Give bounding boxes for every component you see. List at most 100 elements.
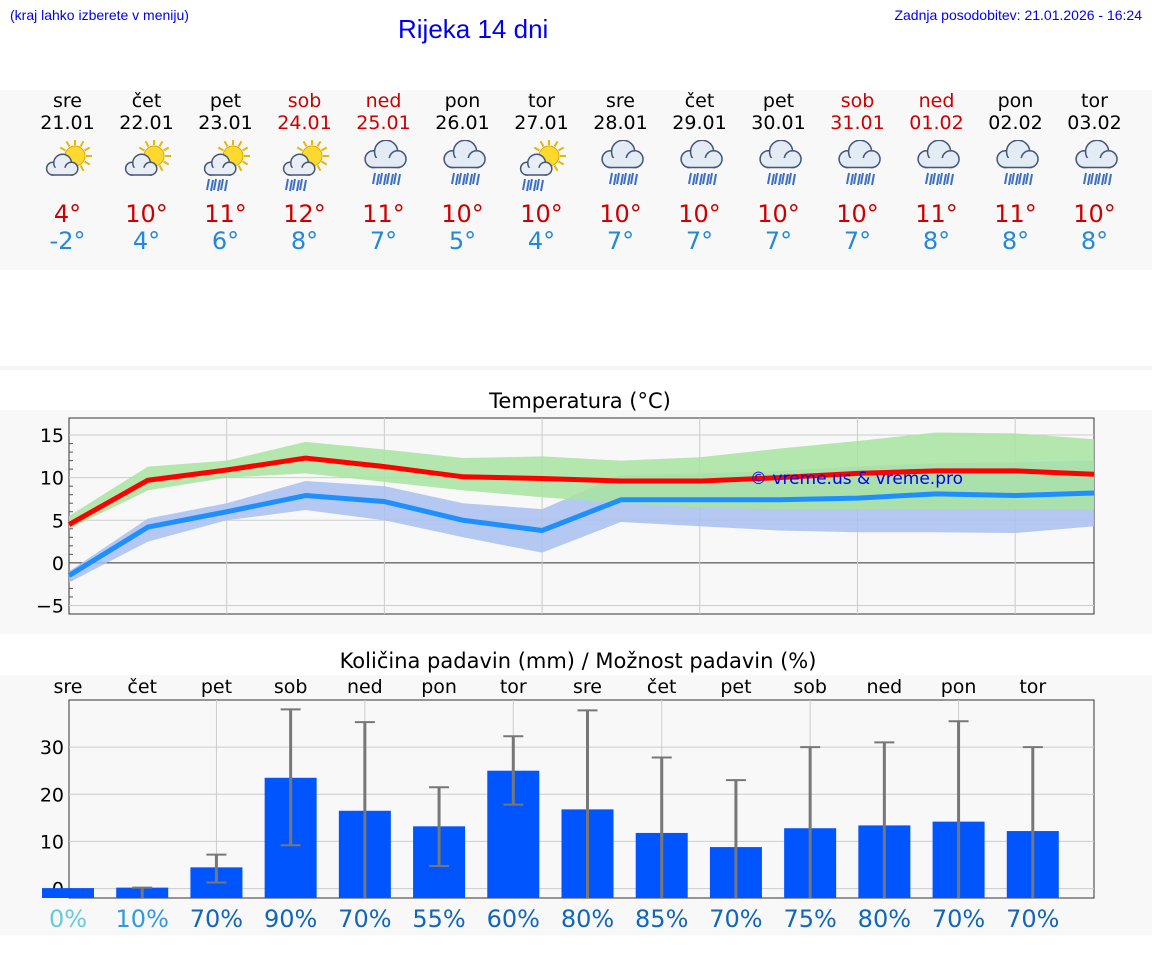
precip-chance-label: 90% [264, 905, 317, 933]
day-tick-label: pet [201, 676, 232, 698]
precip-chance-label: 10% [116, 905, 169, 933]
min-temp: 7° [843, 227, 872, 255]
min-temp: 7° [685, 227, 714, 255]
day-name: pon [444, 90, 481, 112]
min-temp: 8° [1001, 227, 1030, 255]
max-temp: 12° [283, 200, 326, 228]
day-name: pet [762, 90, 795, 112]
precip-chance-label: 70% [932, 905, 985, 933]
day-name: tor [528, 90, 555, 112]
day-tick-label: čet [127, 676, 157, 698]
max-temp: 10° [520, 200, 563, 228]
precip-chance-label: 80% [858, 905, 911, 933]
y-tick-label: 10 [40, 831, 64, 853]
day-name: čet [684, 90, 715, 112]
precip-chance-label: 85% [635, 905, 688, 933]
day-tick-label: ned [866, 676, 902, 698]
day-tick-label: sob [793, 676, 827, 698]
day-name: sob [840, 90, 875, 112]
day-date: 28.01 [593, 112, 648, 134]
precip-chance-label: 75% [783, 905, 836, 933]
forecast-strip: sre 21.01 4° -2° čet 22.01 10° 4° pet 23.01 11° 6° s… [0, 90, 1152, 270]
precip-chance-label: 60% [487, 905, 540, 933]
max-temp: 4° [53, 200, 82, 228]
location-hint: (kraj lahko izberete v meniju) [10, 7, 189, 23]
precip-chance-label: 55% [412, 905, 465, 933]
min-temp: 7° [764, 227, 793, 255]
day-name: sob [287, 90, 322, 112]
day-name: sre [606, 90, 635, 112]
max-temp: 11° [204, 200, 247, 228]
day-date: 26.01 [435, 112, 490, 134]
day-tick-label: ned [347, 676, 383, 698]
precip-chance-label: 70% [709, 905, 762, 933]
max-temp: 10° [125, 200, 168, 228]
min-temp: 7° [369, 227, 398, 255]
day-date: 02.02 [988, 112, 1043, 134]
day-name: sre [53, 90, 82, 112]
cloud-rain-icon [758, 140, 802, 186]
day-date: 25.01 [356, 112, 411, 134]
cloud-rain-icon [363, 140, 407, 186]
y-tick-label: 0 [52, 553, 64, 575]
last-update: Zadnja posodobitev: 21.01.2026 - 16:24 [894, 7, 1142, 23]
cloud-rain-icon [679, 140, 723, 186]
precip-chance-label: 80% [561, 905, 614, 933]
min-temp: 7° [606, 227, 635, 255]
day-date: 27.01 [514, 112, 569, 134]
precip-chance-label: 70% [338, 905, 391, 933]
day-date: 21.01 [40, 112, 95, 134]
day-date: 03.02 [1067, 112, 1122, 134]
day-name: tor [1081, 90, 1108, 112]
day-tick-label: čet [647, 676, 677, 698]
min-temp: 8° [290, 227, 319, 255]
y-tick-label: 10 [40, 468, 64, 490]
max-temp: 11° [994, 200, 1037, 228]
max-temp: 10° [757, 200, 800, 228]
day-date: 30.01 [751, 112, 806, 134]
page-title: Rijeka 14 dni [398, 14, 549, 44]
precipitation-chart: Količina padavin (mm) / Možnost padavin … [40, 649, 1095, 933]
min-temp: 8° [922, 227, 951, 255]
max-temp: 10° [678, 200, 721, 228]
y-tick-label: 15 [40, 425, 64, 447]
precip-bar [42, 888, 94, 898]
min-temp-line [67, 490, 1095, 578]
y-tick-label: 5 [52, 510, 64, 532]
day-tick-label: tor [1019, 676, 1046, 698]
cloud-rain-icon [995, 140, 1039, 186]
min-temp: 4° [527, 227, 556, 255]
day-name: pet [209, 90, 242, 112]
cloud-rain-icon [600, 140, 644, 186]
max-temp-line [67, 455, 1095, 527]
day-date: 24.01 [277, 112, 332, 134]
precip-chance-label: 70% [190, 905, 243, 933]
day-name: ned [365, 90, 402, 112]
day-date: 22.01 [119, 112, 174, 134]
temperature-chart: Temperatura (°C) 15 10 5 0 −5 © vreme.us & vre… [36, 389, 1095, 617]
sun-cloud-rain-icon [203, 140, 250, 192]
day-tick-label: sre [573, 676, 602, 698]
min-temp: -2° [49, 227, 86, 255]
watermark: © vreme.us & vreme.pro [750, 469, 963, 489]
precipitation-chart-title: Količina padavin (mm) / Možnost padavin … [340, 649, 817, 673]
sun-cloud-rain-icon [282, 140, 329, 192]
day-date: 23.01 [198, 112, 253, 134]
day-tick-label: sre [54, 676, 83, 698]
min-temp: 5° [448, 227, 477, 255]
day-name: ned [918, 90, 955, 112]
day-name: čet [131, 90, 162, 112]
min-temp: 6° [211, 227, 240, 255]
day-date: 01.02 [909, 112, 964, 134]
max-temp: 11° [915, 200, 958, 228]
sun-cloud-rain-icon [519, 140, 566, 192]
y-tick-label: −5 [36, 595, 64, 617]
spacer-panel [0, 366, 1152, 370]
sun-cloud-icon [45, 140, 92, 176]
cloud-rain-icon [916, 140, 960, 186]
day-tick-label: sob [274, 676, 308, 698]
max-temp: 10° [599, 200, 642, 228]
cloud-rain-icon [837, 140, 881, 186]
day-tick-label: pon [941, 676, 977, 698]
day-tick-label: pet [720, 676, 751, 698]
